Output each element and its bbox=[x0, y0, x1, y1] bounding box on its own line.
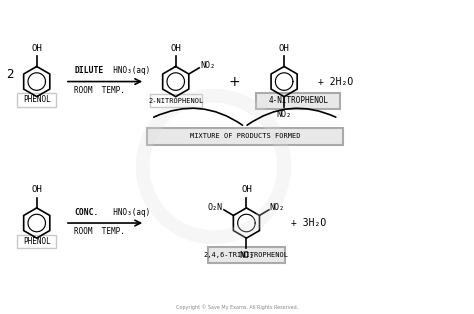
Text: + 2H₂O: + 2H₂O bbox=[318, 77, 353, 87]
Text: 2-NITROPHENOL: 2-NITROPHENOL bbox=[148, 98, 203, 104]
Text: OH: OH bbox=[241, 185, 252, 194]
Text: OH: OH bbox=[31, 185, 42, 194]
FancyBboxPatch shape bbox=[208, 246, 285, 263]
Text: PHENOL: PHENOL bbox=[23, 237, 51, 246]
Text: O₂N: O₂N bbox=[207, 203, 222, 213]
Text: 4-NITROPHENOL: 4-NITROPHENOL bbox=[268, 96, 328, 106]
Text: OH: OH bbox=[279, 44, 290, 53]
Text: DILUTE: DILUTE bbox=[74, 66, 104, 75]
FancyBboxPatch shape bbox=[256, 93, 340, 109]
Text: OH: OH bbox=[170, 44, 181, 53]
Text: +: + bbox=[229, 74, 240, 89]
Text: PHENOL: PHENOL bbox=[23, 95, 51, 105]
FancyBboxPatch shape bbox=[18, 235, 56, 248]
Text: ROOM  TEMP.: ROOM TEMP. bbox=[74, 85, 125, 95]
Text: MIXTURE OF PRODUCTS FORMED: MIXTURE OF PRODUCTS FORMED bbox=[190, 133, 300, 139]
FancyBboxPatch shape bbox=[18, 93, 56, 106]
Text: HNO₃(aq): HNO₃(aq) bbox=[104, 66, 150, 75]
FancyBboxPatch shape bbox=[150, 94, 201, 107]
Text: 2,4,6-TRINITROPHENOL: 2,4,6-TRINITROPHENOL bbox=[204, 252, 289, 257]
Text: 2: 2 bbox=[6, 68, 14, 81]
Text: NO₂: NO₂ bbox=[277, 110, 292, 119]
Text: Copyright © Save My Exams. All Rights Reserved.: Copyright © Save My Exams. All Rights Re… bbox=[176, 304, 298, 310]
Text: NO₂: NO₂ bbox=[239, 251, 254, 260]
Text: ROOM  TEMP.: ROOM TEMP. bbox=[74, 227, 125, 236]
Text: OH: OH bbox=[31, 44, 42, 53]
Text: CONC.: CONC. bbox=[74, 208, 99, 217]
Text: NO₂: NO₂ bbox=[200, 62, 215, 70]
Text: HNO₃(aq): HNO₃(aq) bbox=[104, 208, 150, 217]
FancyBboxPatch shape bbox=[147, 128, 343, 145]
Text: NO₂: NO₂ bbox=[270, 203, 285, 213]
Text: + 3H₂O: + 3H₂O bbox=[291, 218, 327, 228]
